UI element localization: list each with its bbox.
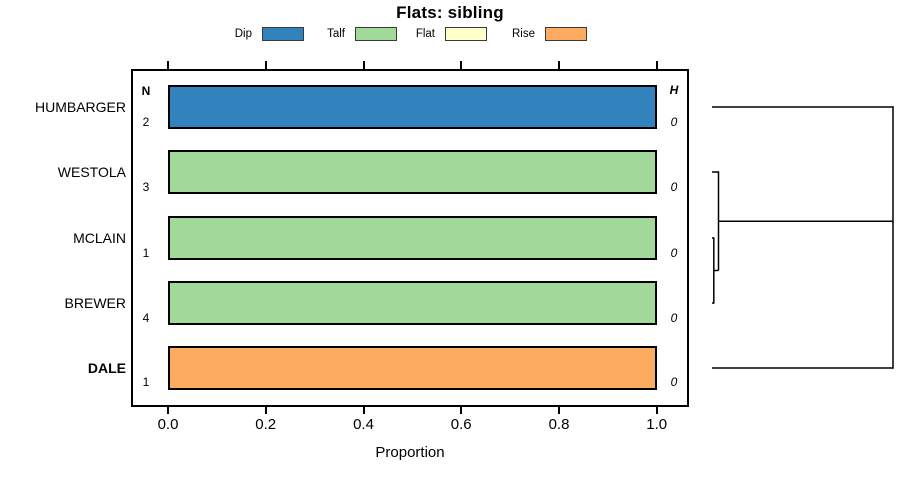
x-axis-title: Proportion: [375, 444, 445, 461]
plot-area: [131, 69, 689, 407]
n-value-brewer: 4: [142, 311, 150, 325]
legend-item-flat: Flat: [390, 26, 487, 41]
legend-label-dip: Dip: [234, 27, 252, 40]
n-value-dale: 1: [142, 375, 150, 389]
h-value-dale: 0: [670, 375, 678, 389]
bar-dale: [168, 346, 657, 390]
h-value-westola: 0: [670, 180, 678, 194]
n-value-mclain: 1: [142, 246, 150, 260]
legend-swatch-flat: [445, 26, 487, 41]
x-axis-top-tick: [167, 61, 169, 69]
x-axis-top-tick: [363, 61, 365, 69]
legend-label-rise: Rise: [511, 27, 535, 40]
x-axis-bottom-tick: [167, 407, 169, 414]
legend-label-talf: Talf: [327, 27, 345, 40]
x-tick-label: 0.0: [157, 416, 179, 433]
h-column-header: H: [669, 83, 679, 97]
x-tick-label: 0.8: [548, 416, 570, 433]
bar-brewer: [168, 281, 657, 325]
h-value-mclain: 0: [670, 246, 678, 260]
x-axis-top-tick: [460, 61, 462, 69]
x-axis-top-tick: [656, 61, 658, 69]
h-value-brewer: 0: [670, 311, 678, 325]
x-axis-bottom-tick: [656, 407, 658, 414]
row-label-dale: DALE: [87, 360, 126, 376]
x-axis-bottom-tick: [558, 407, 560, 414]
n-value-humbarger: 2: [142, 115, 150, 129]
legend-item-talf: Talf: [300, 26, 397, 41]
n-column-header: N: [141, 84, 151, 98]
x-axis-top-tick: [558, 61, 560, 69]
x-axis-bottom-tick: [265, 407, 267, 414]
x-tick-label: 0.6: [450, 416, 472, 433]
x-tick-label: 1.0: [646, 416, 668, 433]
bar-mclain: [168, 216, 657, 260]
row-label-mclain: MCLAIN: [73, 230, 126, 246]
x-tick-label: 0.2: [255, 416, 277, 433]
legend-label-flat: Flat: [415, 27, 435, 40]
legend-item-rise: Rise: [490, 26, 587, 41]
legend-swatch-talf: [355, 26, 397, 41]
h-value-humbarger: 0: [670, 115, 678, 129]
n-value-westola: 3: [142, 180, 150, 194]
legend-item-dip: Dip: [207, 26, 304, 41]
legend-swatch-dip: [262, 26, 304, 41]
bar-westola: [168, 150, 657, 194]
row-label-westola: WESTOLA: [57, 164, 126, 180]
x-tick-label: 0.4: [353, 416, 374, 433]
chart-title: Flats: sibling: [396, 3, 504, 22]
row-label-humbarger: HUMBARGER: [34, 99, 126, 115]
x-axis-bottom-tick: [363, 407, 365, 414]
bar-humbarger: [168, 85, 657, 129]
row-label-brewer: BREWER: [64, 295, 126, 311]
x-axis-top-tick: [265, 61, 267, 69]
legend-swatch-rise: [545, 26, 587, 41]
x-axis-bottom-tick: [460, 407, 462, 414]
